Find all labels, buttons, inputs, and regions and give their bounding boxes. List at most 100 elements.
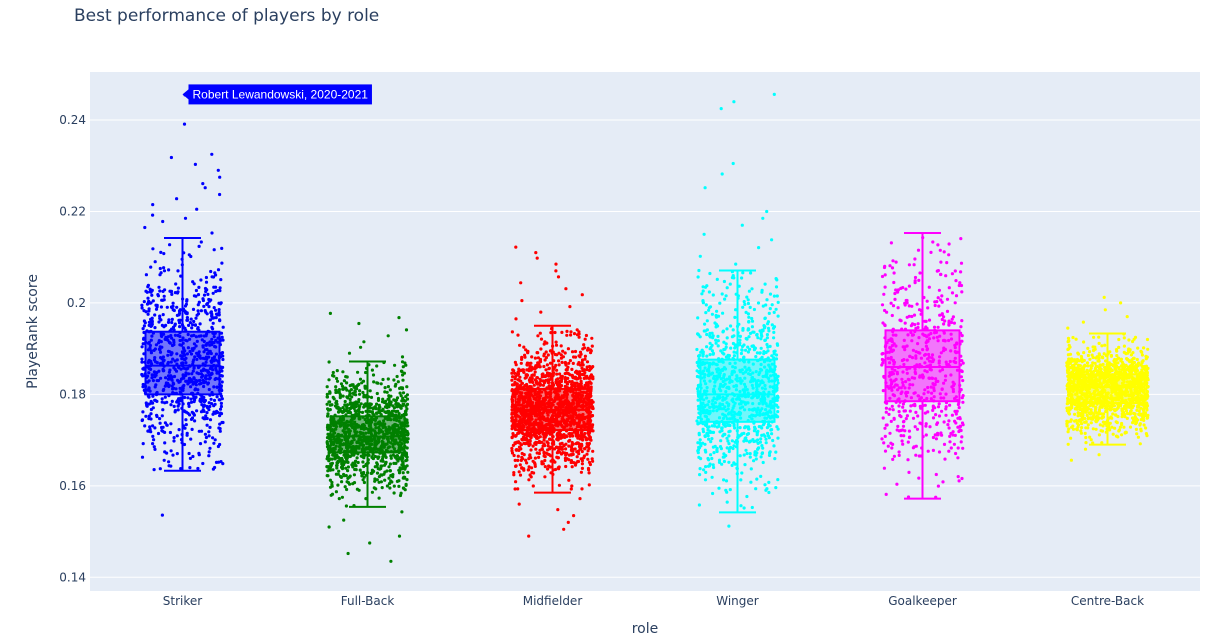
data-point bbox=[761, 216, 765, 220]
data-point bbox=[396, 409, 400, 413]
data-point bbox=[326, 423, 330, 427]
data-point bbox=[361, 460, 365, 464]
data-point bbox=[710, 424, 714, 428]
data-point bbox=[219, 331, 224, 335]
data-point bbox=[537, 439, 542, 444]
data-point bbox=[546, 380, 550, 385]
data-point bbox=[334, 490, 338, 494]
data-point bbox=[775, 278, 779, 282]
data-point bbox=[541, 383, 546, 387]
data-point bbox=[725, 500, 729, 504]
data-point bbox=[766, 320, 771, 324]
data-point bbox=[942, 250, 946, 254]
data-point bbox=[697, 503, 702, 507]
data-point bbox=[581, 363, 585, 367]
data-point bbox=[542, 354, 546, 358]
data-point bbox=[405, 455, 409, 459]
data-point bbox=[534, 447, 538, 451]
data-point bbox=[391, 453, 395, 457]
data-point bbox=[362, 403, 366, 407]
data-point bbox=[141, 410, 145, 414]
data-point bbox=[569, 487, 573, 491]
data-point bbox=[203, 440, 207, 444]
data-point bbox=[343, 399, 347, 404]
data-point bbox=[721, 422, 726, 426]
data-point bbox=[198, 322, 202, 326]
data-point bbox=[219, 404, 223, 409]
data-point bbox=[386, 377, 390, 381]
data-point bbox=[339, 409, 343, 413]
data-point bbox=[571, 434, 575, 438]
data-point bbox=[720, 426, 724, 431]
data-point bbox=[151, 394, 155, 398]
data-point bbox=[188, 466, 192, 470]
data-point bbox=[582, 454, 587, 458]
data-point bbox=[161, 313, 165, 317]
data-point bbox=[572, 332, 577, 336]
data-point bbox=[588, 435, 592, 439]
data-point bbox=[756, 301, 761, 305]
data-point bbox=[540, 373, 544, 377]
data-point bbox=[720, 172, 724, 176]
data-point bbox=[547, 367, 551, 371]
data-point bbox=[745, 432, 749, 437]
data-point bbox=[563, 458, 568, 462]
data-point bbox=[755, 333, 759, 337]
data-point bbox=[167, 318, 171, 322]
data-point bbox=[183, 426, 187, 430]
data-point bbox=[386, 334, 390, 338]
data-point bbox=[392, 484, 396, 488]
data-point bbox=[557, 359, 561, 363]
data-point bbox=[193, 162, 197, 166]
data-point bbox=[203, 398, 207, 403]
data-point bbox=[383, 386, 387, 390]
data-point bbox=[535, 351, 539, 355]
data-point bbox=[522, 468, 526, 472]
data-point bbox=[533, 456, 538, 460]
data-point bbox=[940, 317, 944, 322]
data-point bbox=[528, 368, 532, 372]
data-point bbox=[338, 456, 342, 461]
data-point bbox=[575, 455, 579, 459]
data-point bbox=[197, 244, 201, 248]
data-point bbox=[582, 343, 586, 347]
data-point bbox=[335, 463, 339, 467]
data-point bbox=[190, 326, 194, 330]
data-point bbox=[141, 342, 145, 346]
data-point bbox=[204, 289, 208, 294]
data-point bbox=[147, 402, 151, 406]
data-point bbox=[738, 426, 742, 430]
data-point bbox=[941, 480, 945, 484]
data-point bbox=[591, 406, 595, 411]
data-point bbox=[354, 464, 358, 468]
data-point bbox=[340, 480, 344, 484]
data-point bbox=[530, 355, 534, 359]
data-point bbox=[207, 305, 211, 309]
data-point bbox=[757, 246, 761, 250]
data-point bbox=[756, 429, 760, 433]
data-point bbox=[579, 381, 583, 386]
data-point bbox=[729, 346, 733, 350]
data-point bbox=[172, 436, 176, 440]
data-point bbox=[157, 285, 161, 289]
data-point bbox=[359, 454, 363, 458]
data-point bbox=[764, 303, 768, 307]
data-point bbox=[936, 405, 941, 409]
data-point bbox=[333, 457, 337, 461]
data-point bbox=[204, 310, 208, 314]
plot-background bbox=[90, 72, 1200, 591]
data-point bbox=[741, 305, 745, 309]
data-point bbox=[759, 437, 763, 441]
data-point bbox=[381, 377, 385, 382]
data-point bbox=[767, 453, 772, 457]
data-point bbox=[701, 427, 705, 431]
data-point bbox=[523, 376, 527, 380]
data-point bbox=[535, 451, 539, 455]
data-point bbox=[201, 182, 205, 186]
data-point bbox=[169, 305, 174, 309]
data-point bbox=[535, 376, 540, 380]
data-point bbox=[162, 298, 166, 302]
data-point bbox=[186, 411, 190, 415]
data-point bbox=[399, 457, 403, 461]
data-point bbox=[402, 371, 406, 375]
